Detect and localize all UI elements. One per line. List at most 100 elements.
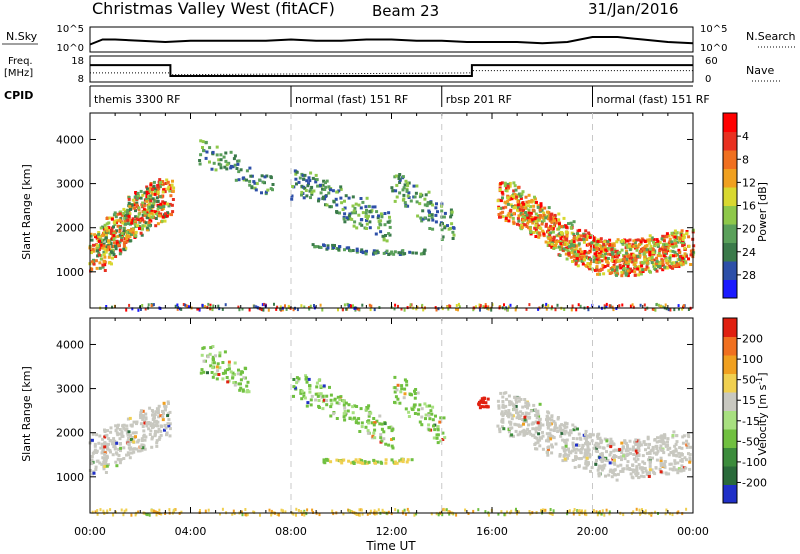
power-cell [524, 211, 527, 214]
power-cell [343, 248, 346, 252]
power-cell [159, 202, 163, 206]
velocity-cell [593, 443, 597, 447]
velocity-cell [134, 435, 137, 439]
velocity-cell [166, 400, 170, 404]
velocity-cell [635, 441, 639, 445]
power-cell [513, 204, 517, 208]
power-cell [339, 196, 343, 200]
power-cell [122, 207, 126, 211]
power-cell [451, 230, 455, 234]
velocity-cell [124, 428, 128, 432]
velocity-cell [351, 411, 355, 415]
velocity-cell [325, 403, 329, 407]
power-cell [137, 206, 141, 210]
velocity-cell [292, 378, 296, 381]
power-cell [147, 195, 151, 198]
power-cell [263, 175, 267, 179]
power-cell [128, 303, 131, 307]
power-cell [562, 239, 566, 243]
power-cell [359, 197, 363, 200]
power-cell [676, 252, 679, 256]
power-cell [547, 304, 550, 308]
power-cell [586, 262, 590, 265]
power-cell [547, 213, 551, 216]
velocity-cell [412, 403, 416, 407]
power-cell [677, 263, 681, 267]
velocity-cell [396, 397, 400, 401]
velocity-cell [626, 453, 630, 457]
power-cell [316, 245, 320, 249]
velocity-cell [126, 433, 130, 437]
velocity-cell [372, 417, 376, 420]
velocity-cell [674, 442, 678, 446]
power-cell [388, 225, 392, 229]
power-cell [157, 205, 161, 209]
power-cell [98, 266, 102, 270]
velocity-cell [596, 433, 600, 437]
velocity-cell [373, 436, 377, 440]
power-cell [170, 203, 174, 207]
power-data-marks [88, 139, 696, 312]
velocity-cell [335, 417, 339, 420]
velocity-cell [501, 420, 505, 424]
velocity-cell [659, 461, 663, 464]
power-cell [365, 227, 368, 230]
velocity-cell [239, 372, 243, 376]
velocity-cell [129, 451, 133, 455]
velocity-cell [449, 510, 451, 514]
power-cell [546, 235, 550, 239]
power-cell [158, 212, 162, 216]
power-cell [229, 150, 233, 154]
velocity-cell [598, 466, 602, 470]
velocity-cell [516, 414, 520, 418]
power-cell [539, 214, 542, 218]
power-cell [427, 218, 431, 222]
velocity-cell [90, 458, 94, 462]
power-cell [592, 248, 596, 252]
velocity-cell [549, 434, 553, 438]
power-cell [163, 201, 167, 205]
power-cell [102, 260, 106, 264]
velocity-cell [358, 430, 362, 433]
colorbar-tick-label: 50 [742, 374, 756, 387]
power-cell [342, 217, 346, 221]
velocity-cell [292, 394, 295, 398]
power-cell [281, 308, 284, 312]
power-cell [636, 254, 640, 258]
power-cell [385, 239, 389, 243]
velocity-cell [295, 507, 298, 511]
power-cell [508, 181, 512, 185]
power-cell [293, 169, 297, 173]
power-cell [402, 193, 406, 197]
velocity-cell [626, 467, 630, 471]
power-cell [608, 304, 611, 308]
power-cell [648, 253, 652, 257]
velocity-cell [571, 458, 575, 462]
power-cell [619, 266, 623, 270]
power-cell [501, 215, 505, 219]
velocity-cell [482, 396, 486, 400]
velocity-cell [651, 456, 654, 460]
power-cell [89, 232, 93, 236]
power-cell [577, 303, 580, 307]
power-colorbar-label: Power [dB] [756, 182, 769, 242]
power-cell [110, 229, 113, 232]
power-cell [661, 305, 664, 309]
power-cell [426, 202, 430, 206]
velocity-cell [137, 438, 141, 442]
velocity-cell [212, 372, 216, 376]
power-cell [232, 157, 236, 161]
velocity-cell [159, 429, 163, 433]
velocity-cell [442, 416, 446, 420]
velocity-cell [217, 373, 221, 376]
power-cell [517, 219, 521, 223]
power-cell [109, 250, 113, 254]
velocity-cell [245, 513, 248, 517]
velocity-cell [163, 428, 166, 432]
power-cell [622, 262, 626, 266]
power-cell [142, 220, 146, 224]
power-cell [635, 248, 639, 252]
velocity-cell [550, 512, 553, 516]
power-cell [665, 259, 668, 263]
velocity-cell [94, 510, 97, 514]
